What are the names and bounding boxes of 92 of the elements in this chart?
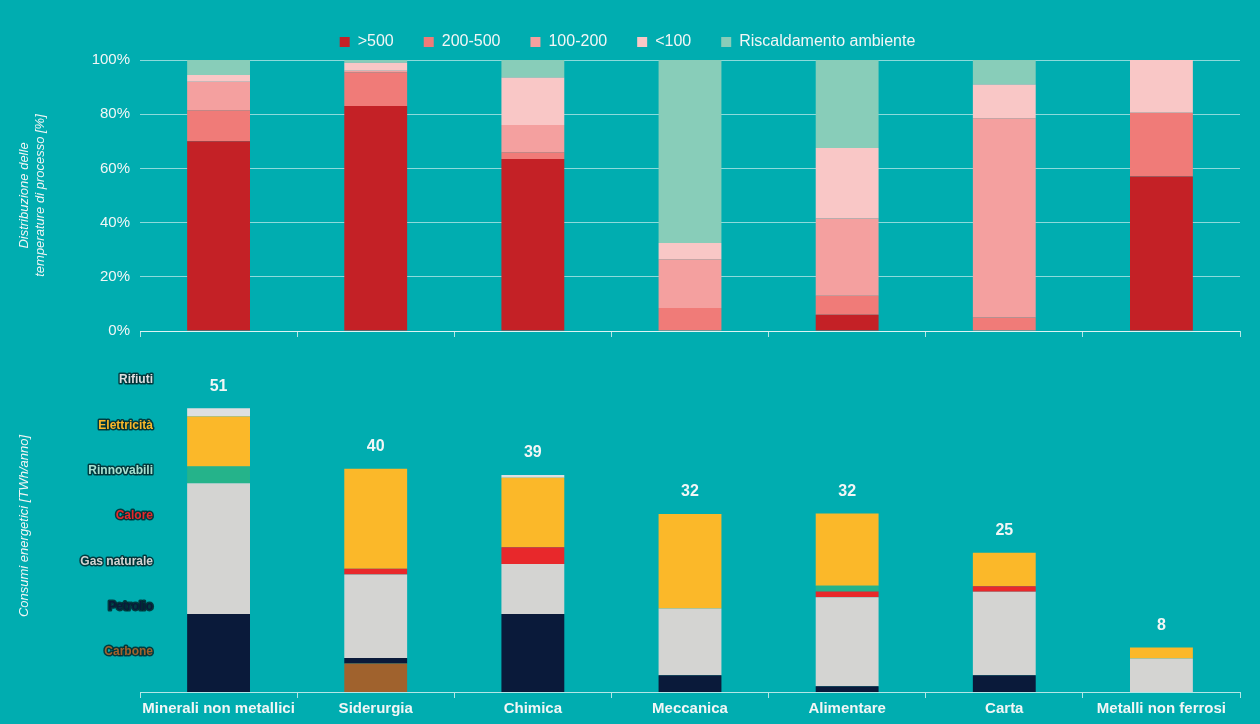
bar bbox=[972, 591, 1036, 676]
bar bbox=[187, 466, 250, 484]
bar bbox=[344, 574, 408, 658]
x-tick-label: Meccanica bbox=[652, 699, 729, 717]
bar bbox=[972, 586, 1036, 592]
bar bbox=[501, 125, 565, 153]
bar bbox=[501, 477, 565, 548]
bar bbox=[187, 141, 250, 331]
bar bbox=[815, 597, 879, 687]
bar bbox=[815, 314, 879, 331]
bar bbox=[344, 468, 408, 569]
text: Gas naturale bbox=[80, 553, 154, 568]
bar bbox=[815, 295, 879, 315]
annotation: 32 bbox=[838, 481, 857, 499]
x-tick-label: Siderurgia bbox=[338, 699, 414, 717]
bar bbox=[344, 106, 408, 331]
annotation: 32 bbox=[681, 482, 699, 500]
x-tick-label: Chimica bbox=[503, 699, 563, 717]
text: Carbone bbox=[104, 644, 154, 659]
text: Elettricità bbox=[98, 417, 154, 432]
bar bbox=[187, 613, 250, 692]
annotation: 8 bbox=[1156, 615, 1166, 633]
bar bbox=[501, 77, 565, 126]
bar bbox=[187, 110, 250, 142]
bar bbox=[658, 242, 722, 260]
bar bbox=[344, 72, 408, 107]
bar bbox=[501, 613, 565, 692]
bar bbox=[972, 317, 1036, 331]
y-tick-label: 20% bbox=[99, 266, 130, 284]
bar bbox=[344, 657, 408, 664]
bar bbox=[344, 663, 408, 692]
bar bbox=[972, 84, 1036, 119]
bar bbox=[1130, 658, 1193, 692]
bar bbox=[658, 307, 722, 331]
bar bbox=[187, 483, 250, 614]
y-axis-title: Distribuzione delle temperature di processo [%] bbox=[16, 113, 48, 277]
bar bbox=[501, 158, 565, 331]
text: Calore bbox=[115, 508, 154, 523]
text: Rinnovabili bbox=[88, 462, 153, 477]
bar bbox=[1130, 60, 1193, 113]
bar bbox=[501, 474, 565, 478]
legend-label: Riscaldamento ambiente bbox=[739, 32, 916, 50]
annotation: 39 bbox=[523, 443, 542, 461]
legend-label: <100 bbox=[655, 32, 692, 50]
bar bbox=[1130, 176, 1193, 331]
bar bbox=[815, 513, 879, 586]
text: Rifiuti bbox=[119, 372, 153, 387]
bar bbox=[815, 60, 879, 149]
bar bbox=[501, 60, 565, 78]
x-tick-label: Carta bbox=[985, 699, 1025, 717]
bar bbox=[344, 568, 408, 575]
annotation: 25 bbox=[995, 521, 1014, 539]
y-axis-title: Consumi energetici [TWh/anno] bbox=[16, 434, 32, 618]
bar bbox=[187, 74, 250, 82]
bar bbox=[815, 148, 879, 219]
bar bbox=[658, 675, 722, 692]
bar bbox=[344, 62, 408, 71]
bar bbox=[187, 60, 250, 75]
bar bbox=[187, 408, 250, 417]
bar bbox=[972, 60, 1036, 85]
bar bbox=[658, 608, 722, 676]
bar bbox=[187, 81, 250, 111]
y-tick-label: 100% bbox=[91, 50, 130, 68]
bar bbox=[815, 585, 879, 592]
y-tick-label: 0% bbox=[108, 321, 130, 339]
y-tick-label: 60% bbox=[99, 158, 130, 176]
bar bbox=[501, 152, 565, 159]
x-tick-label: Minerali non metallici bbox=[142, 699, 295, 717]
bar bbox=[815, 218, 879, 296]
legend-label: 200-500 bbox=[441, 32, 501, 50]
bar bbox=[815, 686, 879, 692]
bar bbox=[187, 416, 250, 467]
bar bbox=[501, 564, 565, 614]
legend-label: 100-200 bbox=[548, 32, 608, 50]
annotation: 51 bbox=[209, 376, 228, 394]
x-tick-label: Metalli non ferrosi bbox=[1096, 699, 1227, 717]
bar bbox=[972, 552, 1036, 587]
bar bbox=[501, 547, 565, 565]
bar bbox=[972, 118, 1036, 318]
bar bbox=[658, 60, 722, 243]
bar bbox=[972, 675, 1036, 692]
bar bbox=[658, 514, 722, 609]
bar bbox=[344, 60, 408, 63]
text: Petrolio bbox=[108, 598, 153, 613]
bar bbox=[1130, 647, 1193, 659]
y-tick-label: 40% bbox=[99, 212, 130, 230]
x-tick-label: Alimentare bbox=[808, 699, 886, 717]
y-tick-label: 80% bbox=[99, 104, 130, 122]
annotation: 40 bbox=[366, 437, 385, 455]
legend-label: >500 bbox=[357, 32, 394, 50]
bar bbox=[658, 259, 722, 308]
bar bbox=[1130, 112, 1193, 177]
